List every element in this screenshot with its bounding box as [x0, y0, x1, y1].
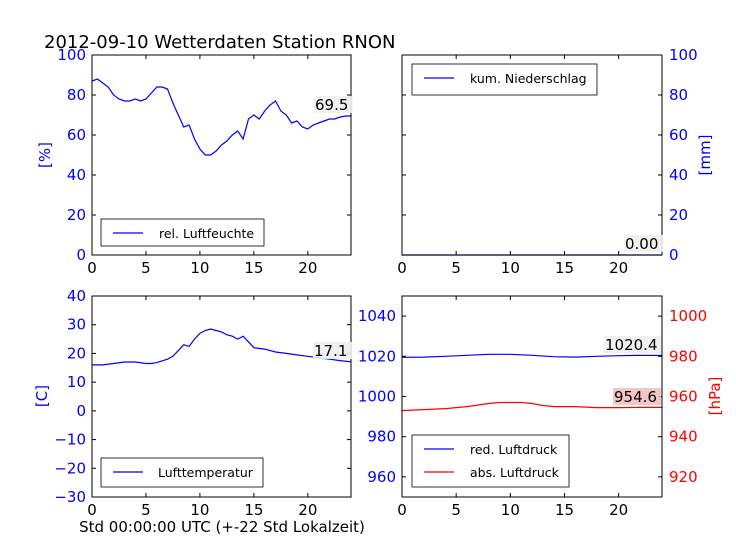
temperature-y-axis-label: [C] — [33, 385, 51, 407]
pressure-legend-label-1: abs. Luftdruck — [470, 465, 560, 480]
temperature-y-tick-label-3: 0 — [76, 402, 86, 420]
pressure-series-line-1 — [401, 401, 662, 412]
precip-y-tick-label-5: 100 — [669, 46, 698, 64]
temperature-legend-label-0: Lufttemperatur — [158, 465, 254, 480]
temperature-x-tick-label-3: 15 — [244, 501, 263, 519]
precip-axes-frame — [401, 54, 663, 256]
temperature-x-tick-label-4: 20 — [298, 501, 317, 519]
precip-x-tick-label-2: 10 — [501, 259, 520, 277]
pressure-y-tick-label-0: 960 — [367, 468, 396, 486]
pressure-annotation2: 954.6 — [614, 388, 657, 406]
humidity-x-tick-label-0: 0 — [87, 259, 97, 277]
humidity-annotation-bg — [314, 96, 353, 113]
humidity-x-tick-label-4: 20 — [298, 259, 317, 277]
humidity-y-axis-label: [%] — [36, 142, 54, 168]
humidity-legend-label-0: rel. Luftfeuchte — [159, 226, 254, 241]
temperature-series-line-0 — [92, 328, 352, 366]
figure-title: 2012-09-10 Wetterdaten Station RNON — [44, 32, 395, 53]
temperature-y-tick-label-7: 40 — [67, 287, 86, 305]
precip-y-axis-label: [mm] — [696, 135, 714, 176]
precip-y-tick-label-4: 80 — [669, 86, 688, 104]
humidity-axes-frame — [91, 54, 352, 256]
humidity-x-tick-label-3: 15 — [244, 259, 263, 277]
precip-legend-box — [411, 63, 598, 96]
temperature-y-tick-label-2: −10 — [54, 431, 86, 449]
pressure-y-tick-label-4: 1040 — [358, 307, 396, 325]
pressure-x-tick-label-1: 5 — [451, 501, 461, 519]
humidity-y-tick-label-4: 80 — [67, 86, 86, 104]
precip-y-tick-label-3: 60 — [669, 126, 688, 144]
precip-legend-label-0: kum. Niederschlag — [470, 71, 587, 86]
pressure-y2-tick-label-3: 980 — [669, 347, 698, 365]
pressure-legend-box — [411, 434, 570, 488]
humidity-x-tick-label-2: 10 — [190, 259, 209, 277]
precip-x-tick-label-3: 15 — [555, 259, 574, 277]
precip-y-tick-label-0: 0 — [669, 246, 679, 264]
x-axis-label: Std 00:00:00 UTC (+-22 Std Lokalzeit) — [79, 518, 365, 536]
pressure-y2-tick-label-4: 1000 — [669, 307, 707, 325]
temperature-y-tick-label-4: 10 — [67, 373, 86, 391]
humidity-y-tick-label-2: 40 — [67, 166, 86, 184]
pressure-annotation-bg — [604, 336, 662, 353]
pressure-annotation2-bg — [613, 388, 661, 405]
temperature-y-tick-label-1: −20 — [54, 459, 86, 477]
precip-x-tick-label-0: 0 — [397, 259, 407, 277]
precip-x-tick-label-1: 5 — [451, 259, 461, 277]
humidity-y-tick-label-0: 0 — [76, 246, 86, 264]
temperature-y-tick-label-5: 20 — [67, 344, 86, 362]
humidity-y-tick-label-5: 100 — [57, 46, 86, 64]
temperature-x-tick-label-2: 10 — [190, 501, 209, 519]
pressure-y2-tick-label-0: 920 — [669, 468, 698, 486]
precip-y-tick-label-1: 20 — [669, 206, 688, 224]
pressure-y2-tick-label-2: 960 — [669, 388, 698, 406]
pressure-x-tick-label-4: 20 — [609, 501, 628, 519]
precip-x-tick-label-4: 20 — [609, 259, 628, 277]
pressure-annotation: 1020.4 — [605, 336, 658, 354]
humidity-annotation: 69.5 — [315, 96, 348, 114]
temperature-y-tick-label-6: 30 — [67, 316, 86, 334]
pressure-x-tick-label-0: 0 — [397, 501, 407, 519]
pressure-legend-label-0: red. Luftdruck — [470, 442, 558, 457]
temperature-x-tick-label-0: 0 — [87, 501, 97, 519]
pressure-y2-axis-label: [hPa] — [706, 377, 724, 416]
temperature-annotation: 17.1 — [314, 342, 347, 360]
pressure-y-tick-label-1: 980 — [367, 428, 396, 446]
precip-annotation-bg — [624, 235, 663, 252]
temperature-y-tick-label-0: −30 — [54, 488, 86, 506]
precip-annotation: 0.00 — [625, 235, 658, 253]
pressure-series-line-0 — [401, 353, 663, 358]
humidity-series-line-0 — [91, 78, 351, 156]
pressure-y-tick-label-2: 1000 — [358, 388, 396, 406]
pressure-y2-tick-label-1: 940 — [669, 428, 698, 446]
pressure-x-tick-label-2: 10 — [501, 501, 520, 519]
humidity-y-tick-label-3: 60 — [67, 126, 86, 144]
pressure-y-tick-label-3: 1020 — [358, 347, 396, 365]
temperature-annotation-bg — [313, 342, 352, 359]
pressure-x-tick-label-3: 15 — [555, 501, 574, 519]
temperature-x-tick-label-1: 5 — [141, 501, 151, 519]
precip-y-tick-label-2: 40 — [669, 166, 688, 184]
temperature-axes-frame — [91, 295, 352, 498]
humidity-x-tick-label-1: 5 — [141, 259, 151, 277]
humidity-y-tick-label-1: 20 — [67, 206, 86, 224]
